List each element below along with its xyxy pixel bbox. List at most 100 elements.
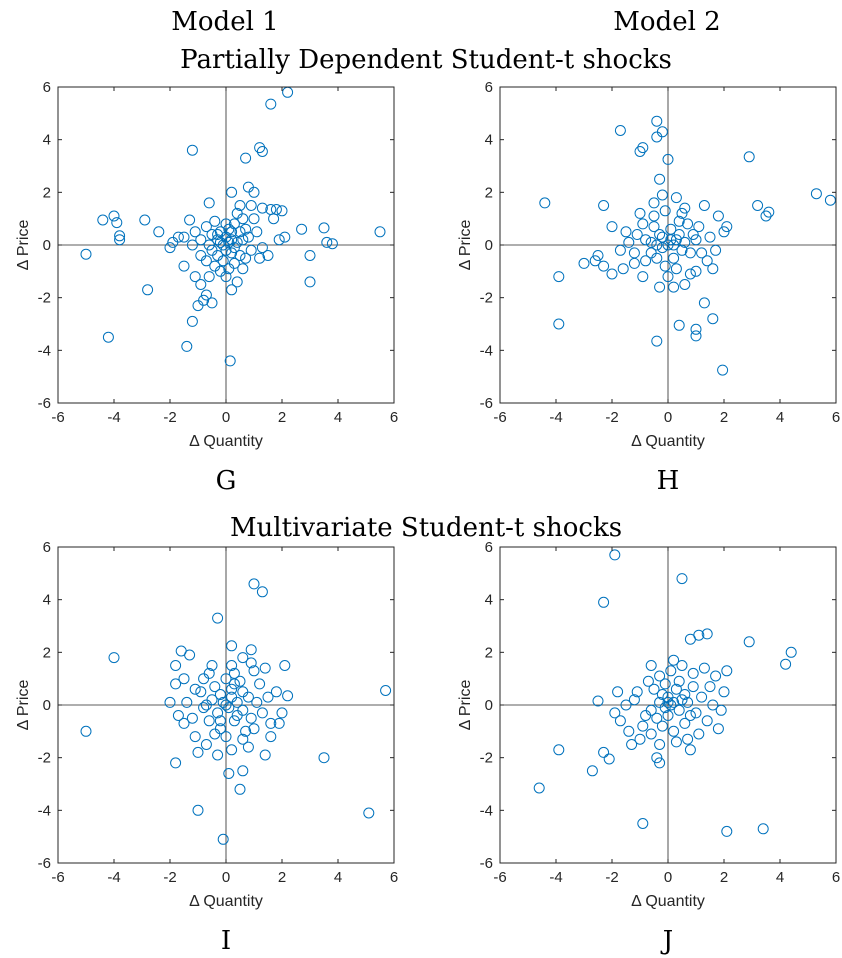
data-point: [651, 252, 663, 264]
data-point: [717, 364, 729, 376]
data-point: [268, 213, 280, 225]
data-point: [178, 260, 190, 272]
y-tick-label: -4: [480, 342, 493, 359]
data-point: [606, 268, 618, 280]
data-point: [220, 731, 232, 743]
data-point: [223, 263, 235, 275]
x-tick-label: 6: [390, 869, 398, 886]
row-header-multivariate: Multivariate Student-t shocks: [230, 513, 622, 543]
scatter-panel-h: -6 -4 -2 0 2 4 6 -6 -4 -2 0 2 4 6 Δ Quantity Δ Price H: [457, 79, 840, 496]
data-point: [189, 226, 201, 238]
y-tick-label: 0: [43, 697, 51, 714]
data-point: [282, 86, 294, 98]
data-point: [662, 710, 674, 721]
data-point: [648, 221, 660, 233]
data-point: [231, 276, 243, 288]
x-tick-label: 4: [334, 869, 342, 886]
data-point: [198, 702, 210, 714]
data-point: [617, 263, 629, 275]
data-point: [189, 683, 201, 695]
data-point: [687, 681, 699, 693]
data-point: [224, 355, 236, 367]
data-point: [620, 699, 632, 711]
data-point: [626, 739, 638, 750]
data-point: [721, 221, 733, 233]
scatter-panel-i: -6 -4 -2 0 2 4 6 -6 -4 -2 0 2 4 6 Δ Quantity Δ Price I: [15, 539, 398, 956]
data-point: [679, 236, 691, 248]
data-point: [273, 717, 285, 729]
data-point: [212, 707, 224, 719]
data-point: [668, 654, 680, 666]
data-point: [631, 686, 643, 698]
data-point: [598, 200, 610, 211]
data-point: [256, 707, 268, 719]
data-point: [637, 271, 649, 283]
data-point: [164, 242, 176, 254]
y-tick-label: 2: [485, 184, 493, 201]
data-point: [245, 200, 257, 211]
data-point: [206, 244, 218, 256]
data-point: [656, 242, 668, 254]
data-point: [634, 207, 646, 219]
data-point: [598, 746, 610, 758]
data-point: [539, 197, 551, 209]
data-point: [234, 783, 246, 795]
data-point: [178, 231, 190, 243]
data-point: [248, 723, 260, 735]
data-point: [693, 221, 705, 233]
data-point: [553, 744, 565, 756]
data-point: [242, 181, 254, 193]
column-header-model-1: Model 1: [171, 7, 278, 37]
data-point: [640, 234, 652, 246]
data-point: [220, 244, 232, 256]
data-point: [701, 628, 713, 640]
data-point: [206, 660, 218, 671]
data-point: [684, 268, 696, 280]
data-point: [553, 318, 565, 330]
data-point: [553, 271, 565, 283]
data-point: [226, 186, 238, 198]
data-point: [108, 652, 120, 664]
data-point: [603, 753, 615, 765]
data-point: [231, 236, 243, 248]
data-point: [628, 694, 640, 706]
data-point: [214, 715, 226, 727]
data-point: [203, 271, 215, 283]
data-point: [676, 573, 688, 585]
data-point: [628, 257, 640, 269]
x-tick-label: 0: [664, 409, 672, 426]
data-point: [634, 146, 646, 157]
data-point: [164, 696, 176, 708]
data-point: [206, 229, 218, 240]
data-point: [665, 699, 677, 711]
y-tick-label: 6: [485, 539, 493, 556]
data-point: [228, 242, 240, 254]
x-tick-label: 2: [278, 409, 286, 426]
data-point: [614, 244, 626, 256]
data-point: [167, 236, 179, 248]
data-point: [139, 214, 151, 226]
y-tick-label: -4: [38, 802, 51, 819]
y-tick-label: -6: [480, 855, 493, 872]
data-point: [707, 263, 719, 275]
y-axis-label: Δ Price: [457, 680, 474, 731]
data-point: [231, 710, 243, 721]
x-tick-label: 6: [390, 409, 398, 426]
data-point: [214, 265, 226, 277]
data-point: [374, 226, 386, 238]
data-point: [170, 678, 182, 690]
data-point: [698, 200, 710, 211]
data-point: [172, 710, 184, 721]
data-point: [226, 640, 238, 652]
data-point: [220, 699, 232, 711]
data-point: [234, 250, 246, 261]
data-point: [656, 126, 668, 138]
data-point: [262, 250, 274, 261]
x-axis-label: Δ Quantity: [189, 893, 263, 910]
y-tick-label: 6: [43, 79, 51, 96]
data-point: [648, 197, 660, 209]
data-point: [282, 690, 294, 702]
x-tick-label: -2: [605, 409, 618, 426]
data-point: [704, 681, 716, 693]
y-tick-label: -2: [480, 290, 493, 307]
